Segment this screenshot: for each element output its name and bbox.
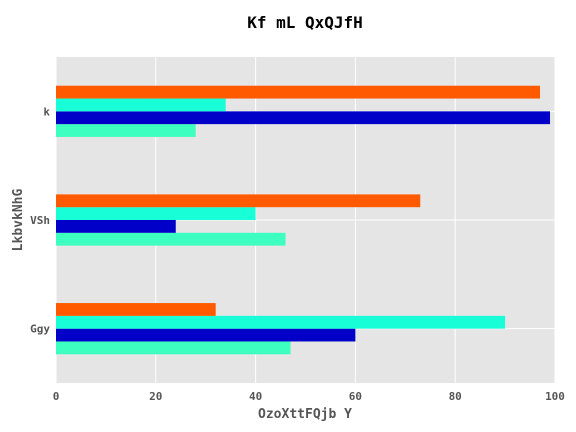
x-tick-label: 80 — [449, 390, 462, 403]
x-tick-labels: 0 20 40 60 80 100 — [53, 390, 565, 403]
y-tick-label: Ggy — [30, 323, 50, 336]
x-tick-label: 60 — [349, 390, 362, 403]
bar-vsh-series-3 — [56, 207, 256, 220]
bar-k-series-1 — [56, 124, 196, 137]
x-tick-label: 40 — [249, 390, 262, 403]
chart-title: Kf mL QxQJfH — [247, 13, 363, 32]
x-axis-label: OzoXttFQjb Y — [258, 407, 352, 422]
y-tick-label: VSh — [30, 214, 50, 227]
x-tick-label: 100 — [545, 390, 565, 403]
bar-k-series-2 — [56, 111, 551, 125]
bar-vsh-series-2 — [56, 220, 176, 233]
y-tick-labels: Ggy VSh k — [30, 105, 50, 335]
bar-ggy-series-4 — [56, 303, 216, 316]
y-axis-label: LkbvkNhG — [11, 189, 26, 252]
bar-ggy-series-3 — [56, 315, 506, 329]
bar-ggy-series-2 — [56, 328, 356, 342]
bar-k-series-3 — [56, 98, 226, 112]
x-tick-label: 0 — [53, 390, 60, 403]
y-tick-label: k — [43, 105, 50, 118]
bar-k-series-4 — [56, 85, 541, 99]
bar-vsh-series-4 — [56, 194, 421, 208]
bar-vsh-series-1 — [56, 232, 286, 246]
bars — [56, 85, 551, 355]
bar-ggy-series-1 — [56, 341, 291, 355]
x-tick-label: 20 — [149, 390, 162, 403]
